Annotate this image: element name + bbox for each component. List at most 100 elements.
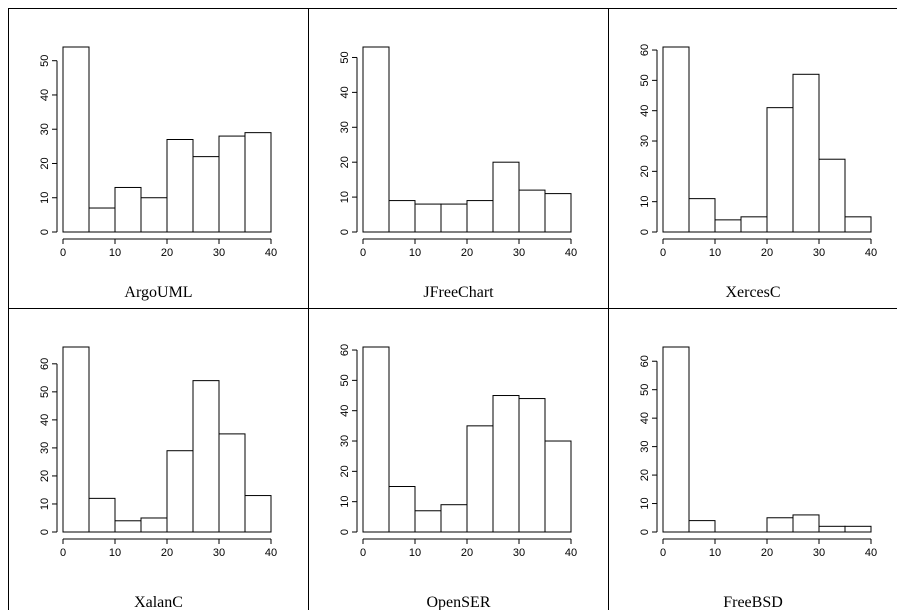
histogram-bar [244, 132, 272, 233]
y-tick-label: 30 [39, 123, 51, 135]
x-tick-label: 20 [161, 247, 173, 259]
x-tick-label: 10 [409, 547, 421, 559]
x-tick-label: 10 [709, 547, 721, 559]
x-tick-label: 30 [213, 247, 225, 259]
y-tick-label: 60 [639, 44, 651, 56]
panel-xalanc: 0 10 20 30 40 0 10 20 30 40 50 60 XalanC [8, 309, 309, 610]
y-tick-label: 20 [39, 157, 51, 169]
x-tick-label: 0 [60, 247, 66, 259]
y-tick-label: 50 [39, 55, 51, 67]
x-tick-label: 30 [813, 547, 825, 559]
histogram-bar [192, 156, 220, 233]
y-tick-label: 10 [639, 196, 651, 208]
histogram-bar [662, 346, 690, 533]
histogram-bar [388, 200, 416, 233]
y-tick-label: 30 [639, 135, 651, 147]
x-tick-label: 10 [409, 247, 421, 259]
panel-xercesc: 0 10 20 30 40 0 10 20 30 40 50 60 XercesC [609, 8, 897, 309]
x-tick-label: 20 [761, 247, 773, 259]
panel-argouml: 0 10 20 30 40 0 10 20 30 40 50 ArgoUML [8, 8, 309, 309]
histogram-bar [792, 514, 820, 533]
y-tick-label: 40 [639, 412, 651, 424]
panel-caption: XalanC [134, 594, 183, 610]
x-tick-label: 40 [565, 547, 577, 559]
histogram-bar [740, 216, 768, 233]
y-tick-label: 0 [639, 529, 651, 535]
x-tick-label: 0 [660, 547, 666, 559]
histogram-bar [466, 200, 494, 233]
histogram-bar [492, 395, 520, 533]
panel-caption: OpenSER [426, 594, 491, 610]
histogram-bar [62, 46, 90, 233]
x-tick-label: 30 [213, 547, 225, 559]
x-tick-label: 30 [813, 247, 825, 259]
y-tick-label: 40 [39, 414, 51, 426]
y-tick-label: 30 [339, 435, 351, 447]
y-tick-label: 40 [339, 405, 351, 417]
x-tick-label: 40 [565, 247, 577, 259]
histogram-bar [792, 73, 820, 233]
histogram-bar [440, 504, 468, 533]
y-tick-label: 20 [639, 469, 651, 481]
y-tick-label: 10 [639, 497, 651, 509]
y-tick-label: 30 [639, 440, 651, 452]
histogram-bar [218, 433, 246, 533]
histogram-bar [414, 510, 442, 533]
y-tick-label: 10 [339, 496, 351, 508]
x-tick-label: 0 [60, 547, 66, 559]
panel-caption: XercesC [725, 284, 781, 301]
histogram-bar [440, 203, 468, 233]
x-tick-label: 0 [660, 247, 666, 259]
histogram-bar [818, 525, 846, 533]
histogram-bar [166, 450, 194, 533]
y-tick-label: 40 [339, 86, 351, 98]
x-tick-label: 40 [265, 547, 277, 559]
histogram-bar [244, 495, 272, 533]
y-tick-label: 30 [339, 121, 351, 133]
y-tick-label: 0 [339, 529, 351, 535]
histogram-bar [766, 517, 794, 533]
y-tick-label: 10 [39, 192, 51, 204]
x-tick-label: 0 [360, 547, 366, 559]
x-tick-label: 10 [109, 547, 121, 559]
x-tick-label: 10 [109, 247, 121, 259]
y-tick-label: 50 [339, 374, 351, 386]
histogram-bar [662, 46, 690, 233]
panel-openser: 0 10 20 30 40 0 10 20 30 40 50 60 OpenSER [309, 309, 609, 610]
y-tick-label: 50 [339, 51, 351, 63]
histogram-bar [492, 161, 520, 233]
histogram-bar [844, 216, 872, 233]
histogram-bar [140, 517, 168, 533]
y-tick-label: 60 [39, 358, 51, 370]
y-tick-label: 40 [639, 105, 651, 117]
y-tick-label: 30 [39, 442, 51, 454]
y-tick-label: 20 [639, 165, 651, 177]
panel-caption: ArgoUML [124, 284, 193, 301]
histogram-bar [818, 158, 846, 233]
histogram-bar [518, 398, 546, 533]
y-tick-label: 10 [339, 191, 351, 203]
histogram-plot: 0 10 20 30 40 0 10 20 30 40 50 60 [39, 346, 277, 559]
histogram-bar [218, 135, 246, 233]
histogram-plot: 0 10 20 30 40 0 10 20 30 40 50 [39, 46, 277, 259]
x-tick-label: 30 [513, 547, 525, 559]
y-tick-label: 40 [39, 89, 51, 101]
histogram-plot: 0 10 20 30 40 0 10 20 30 40 50 60 [339, 344, 577, 559]
y-tick-label: 10 [39, 498, 51, 510]
y-tick-label: 0 [39, 229, 51, 235]
y-tick-label: 20 [39, 470, 51, 482]
histogram-bar [688, 520, 716, 533]
histogram-plot: 0 10 20 30 40 0 10 20 30 40 50 60 [639, 346, 877, 559]
histogram-plot: 0 10 20 30 40 0 10 20 30 40 50 60 [639, 44, 877, 259]
x-tick-label: 0 [360, 247, 366, 259]
x-tick-label: 20 [461, 547, 473, 559]
x-tick-label: 10 [709, 247, 721, 259]
y-tick-label: 50 [639, 384, 651, 396]
histogram-bar [114, 186, 142, 233]
histogram-bar [166, 139, 194, 233]
x-tick-label: 20 [161, 547, 173, 559]
y-tick-label: 50 [39, 386, 51, 398]
histogram-plot: 0 10 20 30 40 0 10 20 30 40 50 [339, 46, 577, 259]
histogram-bar [518, 189, 546, 233]
histogram-bar [362, 46, 390, 233]
